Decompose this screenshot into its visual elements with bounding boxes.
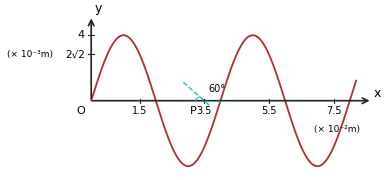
Text: 5.5: 5.5 [261, 106, 277, 116]
Text: O: O [77, 106, 85, 116]
Text: y: y [95, 2, 102, 15]
Text: 2√2: 2√2 [65, 49, 85, 59]
Text: P: P [190, 106, 196, 116]
Text: 60°: 60° [208, 84, 225, 95]
Text: (× 10⁻³m): (× 10⁻³m) [7, 50, 53, 59]
Text: 4: 4 [78, 30, 85, 40]
Text: 7.5: 7.5 [326, 106, 341, 116]
Text: (× 10⁻²m): (× 10⁻²m) [314, 125, 360, 134]
Text: x: x [374, 87, 381, 100]
Text: 3.5: 3.5 [196, 106, 212, 116]
Text: 1.5: 1.5 [132, 106, 147, 116]
